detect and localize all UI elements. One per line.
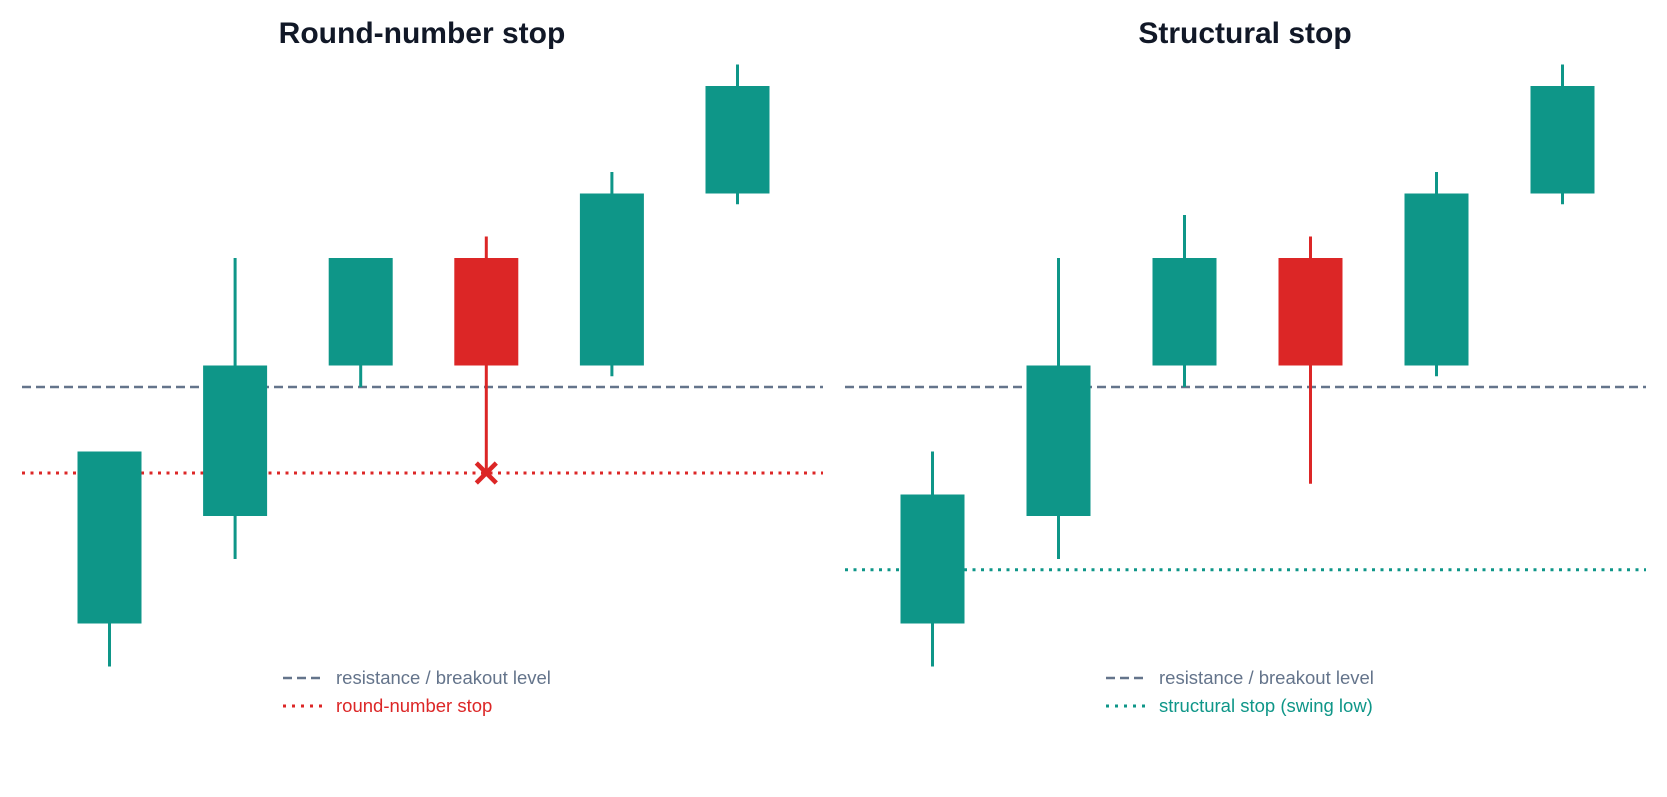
panel-structural-stop: Structural stop resistance / breakout le… bbox=[845, 17, 1646, 716]
candle-body bbox=[454, 258, 519, 366]
candle-body bbox=[1530, 86, 1595, 194]
candle-body bbox=[579, 193, 644, 366]
candle-body bbox=[900, 494, 965, 624]
candle-body bbox=[1026, 365, 1091, 516]
candle-body bbox=[1278, 258, 1343, 366]
legend-label-stop: round-number stop bbox=[336, 695, 492, 716]
x-stroke bbox=[474, 461, 498, 485]
plot-area bbox=[845, 64, 1646, 667]
panel-title: Round-number stop bbox=[279, 17, 566, 50]
legend-label-resistance: resistance / breakout level bbox=[336, 667, 551, 688]
legend: resistance / breakout level structural s… bbox=[1106, 667, 1374, 716]
legend: resistance / breakout level round-number… bbox=[283, 667, 551, 716]
stop-hit-x-marker bbox=[474, 461, 498, 485]
candle-body bbox=[77, 451, 142, 624]
candle-body bbox=[1404, 193, 1469, 366]
candle-body bbox=[1152, 258, 1217, 366]
panel-round-number-stop: Round-number stop resistance / breakout … bbox=[22, 17, 823, 716]
candle-body bbox=[705, 86, 770, 194]
plot-area bbox=[22, 64, 823, 667]
legend-label-stop: structural stop (swing low) bbox=[1159, 695, 1373, 716]
panel-title: Structural stop bbox=[1138, 17, 1351, 50]
legend-label-resistance: resistance / breakout level bbox=[1159, 667, 1374, 688]
candle-body bbox=[328, 258, 393, 366]
candle-body bbox=[203, 365, 268, 516]
